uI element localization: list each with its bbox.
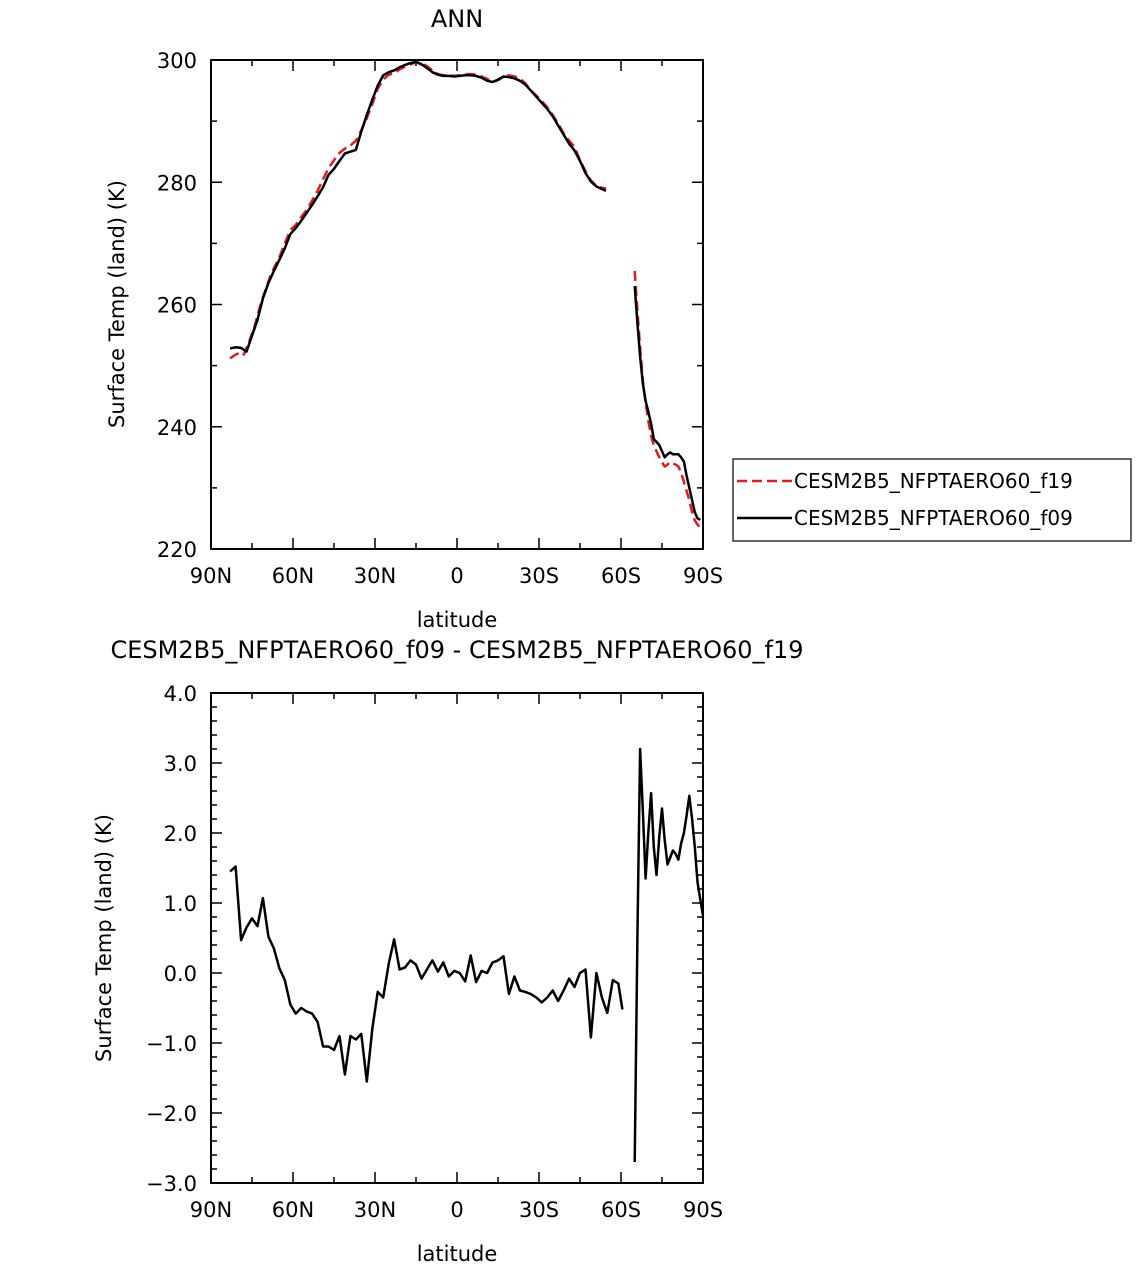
x-tick-label: 30N: [354, 564, 396, 588]
bottom-panel-series: [229, 747, 705, 1163]
legend: CESM2B5_NFPTAERO60_f19 CESM2B5_NFPTAERO6…: [732, 458, 1132, 542]
series-line-f19: [633, 270, 702, 529]
x-tick-label: 0: [450, 564, 463, 588]
top-panel: ANN Surface Temp (land) (K) latitude 90N…: [105, 5, 1132, 632]
y-tick-label: −3.0: [146, 1172, 197, 1196]
bottom-panel: CESM2B5_NFPTAERO60_f09 - CESM2B5_NFPTAER…: [92, 636, 804, 1266]
x-tick-label: 60S: [601, 564, 641, 588]
x-tick-label: 30N: [354, 1198, 396, 1222]
top-panel-x-label: latitude: [417, 608, 498, 632]
x-tick-label: 60N: [272, 564, 314, 588]
series-line-difference: [229, 865, 624, 1083]
series-line-f09: [229, 60, 607, 353]
y-tick-label: 1.0: [164, 892, 197, 916]
top-panel-plot-frame: [210, 59, 704, 550]
x-tick-label: 60S: [601, 1198, 641, 1222]
legend-label-f19: CESM2B5_NFPTAERO60_f19: [794, 469, 1073, 493]
series-line-f09: [633, 286, 701, 521]
y-tick-label: 240: [157, 416, 197, 440]
legend-box: [732, 458, 1132, 542]
top-panel-title: ANN: [431, 5, 483, 33]
x-tick-label: 30S: [519, 564, 559, 588]
y-tick-label: 220: [157, 538, 197, 562]
series-line-difference: [633, 747, 705, 1163]
legend-label-f09: CESM2B5_NFPTAERO60_f09: [794, 506, 1073, 530]
top-panel-ticks: 90N 60N 30N 0 30S 60S 90S 220 240 260 280 300: [157, 49, 723, 588]
bottom-panel-title: CESM2B5_NFPTAERO60_f09 - CESM2B5_NFPTAER…: [110, 636, 803, 664]
bottom-panel-x-label: latitude: [417, 1242, 498, 1266]
x-tick-label: 60N: [272, 1198, 314, 1222]
y-tick-label: 4.0: [164, 682, 197, 706]
y-tick-label: 260: [157, 294, 197, 318]
bottom-panel-plot-frame: [210, 692, 704, 1184]
y-tick-label: −2.0: [146, 1102, 197, 1126]
top-panel-series: [229, 60, 702, 529]
x-tick-label: 90S: [683, 564, 723, 588]
y-tick-label: 2.0: [164, 822, 197, 846]
y-tick-label: 3.0: [164, 752, 197, 776]
x-tick-label: 90N: [190, 564, 232, 588]
x-tick-label: 90N: [190, 1198, 232, 1222]
bottom-panel-y-label: Surface Temp (land) (K): [92, 814, 116, 1062]
bottom-panel-ticks: 90N 60N 30N 0 30S 60S 90S −3.0 −2.0 −1.0 0.0 1.0 2.0…: [146, 682, 723, 1222]
y-tick-label: 300: [157, 49, 197, 73]
x-tick-label: 0: [450, 1198, 463, 1222]
y-tick-label: −1.0: [146, 1032, 197, 1056]
y-tick-label: 0.0: [164, 962, 197, 986]
top-panel-y-label: Surface Temp (land) (K): [105, 180, 129, 428]
y-tick-label: 280: [157, 171, 197, 195]
x-tick-label: 30S: [519, 1198, 559, 1222]
x-tick-label: 90S: [683, 1198, 723, 1222]
